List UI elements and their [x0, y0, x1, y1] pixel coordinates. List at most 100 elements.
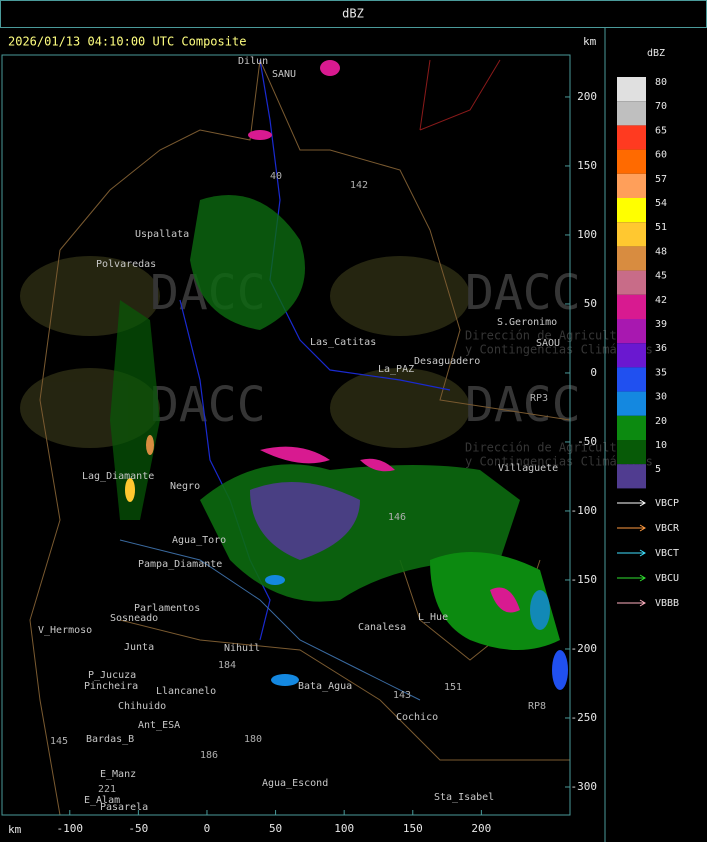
- place-label: Polvaredas: [96, 259, 156, 270]
- place-label: P_Jucuza: [88, 670, 136, 681]
- watermark-text: DACC: [150, 377, 266, 433]
- legend-level: 39: [655, 319, 667, 330]
- place-label: La_PAZ: [378, 364, 414, 375]
- color-swatch: [617, 391, 646, 416]
- color-swatch: [617, 149, 646, 174]
- legend-level: 10: [655, 440, 667, 451]
- legend-level: 80: [655, 77, 667, 88]
- y-tick-label: -250: [571, 711, 598, 724]
- color-swatch: [617, 125, 646, 150]
- place-label: Junta: [124, 642, 154, 653]
- legend-level: 70: [655, 101, 667, 112]
- place-label: Canalesa: [358, 622, 406, 633]
- legend-title: dBZ: [647, 48, 665, 59]
- track-arrow: [617, 599, 646, 607]
- place-label: Bardas_B: [86, 734, 134, 745]
- x-tick-label: 0: [204, 822, 211, 835]
- map-area: DACC DACC DACC DACC Dirección de Agricul…: [20, 56, 653, 816]
- place-label: Uspallata: [135, 229, 189, 240]
- watermark-text: Dirección de Agricultura: [465, 441, 638, 455]
- route-label: 146: [388, 512, 406, 523]
- legend-level: 54: [655, 198, 667, 209]
- place-label: Pasarela: [100, 802, 148, 813]
- color-swatch: [617, 294, 646, 319]
- legend-level: 30: [655, 392, 667, 403]
- legend-level: 48: [655, 246, 667, 257]
- watermark-text: DACC: [465, 377, 581, 433]
- route-label: 221: [98, 784, 116, 795]
- route-label: RP3: [530, 393, 548, 404]
- track-name: VBBB: [655, 598, 679, 609]
- legend-level: 65: [655, 125, 667, 136]
- y-tick-label: -50: [577, 435, 597, 448]
- color-swatch: [617, 367, 646, 392]
- place-label: Agua_Toro: [172, 535, 226, 546]
- color-swatch: [617, 77, 646, 102]
- color-swatch: [617, 246, 646, 271]
- place-label: SANU: [272, 69, 296, 80]
- place-label: Desaguadero: [414, 356, 480, 367]
- x-tick-label: 100: [334, 822, 354, 835]
- watermark-text: y Contingencias Climáticas: [465, 455, 653, 469]
- map-title: 2026/01/13 04:10:00 UTC Composite: [8, 35, 246, 49]
- color-swatch: [617, 343, 646, 368]
- watermark-text: y Contingencias Climáticas: [465, 343, 653, 357]
- place-label: E_Manz: [100, 769, 136, 780]
- track-arrow: [617, 549, 646, 557]
- legend-level: 57: [655, 174, 667, 185]
- place-label: Nihuil: [224, 643, 260, 654]
- place-label: Sta_Isabel: [434, 792, 494, 803]
- color-swatch: [617, 198, 646, 223]
- x-tick-label: -50: [128, 822, 148, 835]
- place-label: Cochico: [396, 712, 438, 723]
- route-label: 184: [218, 660, 236, 671]
- place-label: Pincheira: [84, 681, 138, 692]
- color-swatch: [617, 319, 646, 344]
- place-label: SAOU: [536, 338, 560, 349]
- watermark-text: DACC: [465, 265, 581, 321]
- color-swatch: [617, 270, 646, 295]
- track-name: VBCT: [655, 548, 679, 559]
- radar-echoes: [110, 60, 568, 690]
- route-label: 180: [244, 734, 262, 745]
- y-tick-label: -200: [571, 642, 598, 655]
- legend-level: 42: [655, 295, 667, 306]
- legend-level: 5: [655, 464, 661, 475]
- y-tick-label: 150: [577, 159, 597, 172]
- legend-level: 45: [655, 271, 667, 282]
- route-label: 142: [350, 180, 368, 191]
- track-arrow: [617, 499, 646, 507]
- color-swatch: [617, 222, 646, 247]
- x-tick-label: 50: [269, 822, 282, 835]
- place-label: Negro: [170, 481, 200, 492]
- x-unit: km: [8, 823, 22, 836]
- legend-level: 36: [655, 343, 667, 354]
- place-label: Llancanelo: [156, 686, 216, 697]
- place-label: L_Hue: [418, 612, 448, 623]
- place-label: E_Alam: [84, 795, 120, 806]
- legend-level: 35: [655, 367, 667, 378]
- legend-level: 60: [655, 150, 667, 161]
- legend: 80 70 65 60 57 54 51 48 45 42 39 36 35 30 20 10 5 VBCP VBC…: [617, 77, 680, 609]
- place-label: Pampa_Diamante: [138, 559, 222, 570]
- route-label: 186: [200, 750, 218, 761]
- color-swatch: [617, 101, 646, 126]
- color-swatch: [617, 464, 646, 489]
- place-label: Dilun: [238, 56, 268, 67]
- place-label: V_Hermoso: [38, 625, 92, 636]
- x-tick-label: 150: [403, 822, 423, 835]
- place-label: Ant_ESA: [138, 720, 180, 731]
- track-arrow: [617, 574, 646, 582]
- x-tick-label: -100: [57, 822, 84, 835]
- place-label: Las_Catitas: [310, 337, 376, 348]
- legend-level: 20: [655, 416, 667, 427]
- route-label: 40: [270, 171, 282, 182]
- color-swatch: [617, 440, 646, 465]
- x-tick-label: 200: [471, 822, 491, 835]
- track-name: VBCP: [655, 498, 679, 509]
- y-tick-label: -100: [571, 504, 598, 517]
- color-swatch: [617, 173, 646, 198]
- y-tick-label: 100: [577, 228, 597, 241]
- watermark-text: Dirección de Agricultura: [465, 329, 638, 343]
